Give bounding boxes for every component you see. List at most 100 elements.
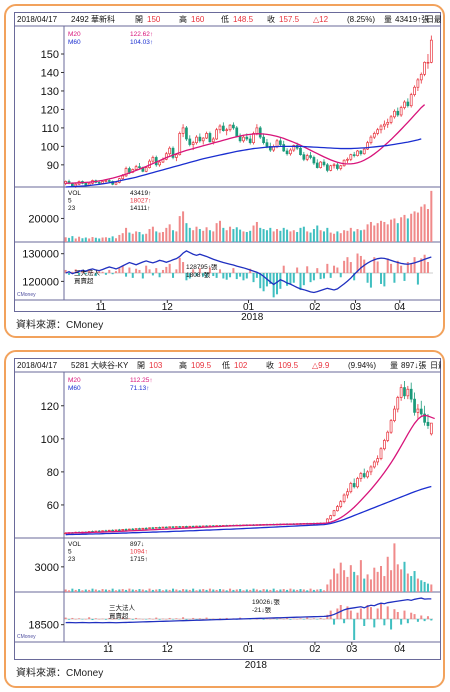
candle-up <box>332 510 336 517</box>
volume-bar <box>349 565 352 592</box>
volume-bar <box>81 590 84 592</box>
volume-bar <box>64 589 67 592</box>
inst-buy-bar <box>322 619 325 620</box>
header-close-label: 收 <box>266 360 274 370</box>
inst-buy-bar <box>202 619 205 620</box>
inst-buy-bar <box>178 257 181 273</box>
header-high: 109.5 <box>191 361 212 370</box>
inst-buy-bar <box>406 262 409 273</box>
inst-buy-bar <box>168 263 171 273</box>
volume-bar <box>185 589 188 592</box>
volume-bar <box>353 571 356 592</box>
volume-bar <box>71 236 74 242</box>
inst-sell-bar <box>158 619 161 620</box>
header-change-pct: (9.94%) <box>348 361 376 370</box>
header-low-label: 低 <box>222 360 230 370</box>
candle-up <box>366 471 369 478</box>
volume-bar <box>289 588 292 592</box>
candle-up <box>423 61 426 75</box>
candle-up <box>332 164 336 167</box>
candle-up <box>349 154 353 160</box>
volume-bar <box>185 223 188 242</box>
inst-sell-bar <box>212 273 215 277</box>
ma-legend-value: 122.62↑ <box>130 31 153 38</box>
header-period: 日最 <box>426 15 441 24</box>
header-low-label: 低 <box>221 14 229 24</box>
x-tick-label: 11 <box>103 644 114 655</box>
inst-buy-bar <box>101 271 104 273</box>
volume-bar <box>212 231 215 242</box>
chart-frame <box>14 12 441 312</box>
volume-bar <box>363 578 366 592</box>
volume-bar <box>68 590 71 592</box>
volume-bar <box>379 220 383 242</box>
candle-up <box>175 526 178 528</box>
volume-bar <box>396 223 399 242</box>
inst-sell-bar <box>252 273 255 283</box>
price-tick-label: 110 <box>41 123 59 135</box>
inst-sell-bar <box>316 619 319 620</box>
candle-down <box>171 526 175 528</box>
inst-sell-bar <box>262 619 265 620</box>
inst-sell-bar <box>276 619 279 620</box>
header-volume-label: 量 <box>384 15 392 24</box>
candle-down <box>262 136 265 144</box>
candle-up <box>134 528 138 530</box>
volume-bar <box>400 569 403 592</box>
candle-up <box>383 123 386 127</box>
ma60-line <box>65 485 432 536</box>
volume-bar <box>269 227 272 242</box>
inst-sell-bar <box>81 619 84 620</box>
candle-up <box>356 150 359 156</box>
candle-up <box>168 147 172 155</box>
inst-buy-bar <box>165 266 168 273</box>
candle-down <box>403 387 406 397</box>
inst-sell-bar <box>276 273 279 295</box>
inst-buy-bar <box>346 606 349 619</box>
inst-buy-bar <box>178 619 181 620</box>
inst-buy-bar <box>74 269 77 273</box>
volume-bar <box>205 227 208 242</box>
candle-up <box>121 529 125 531</box>
inst-sell-bar <box>259 273 262 289</box>
inst-buy-bar <box>198 268 201 273</box>
chart-card-2: 2018/04/17 5281 大峽谷-KY 開 103 高 109.5 低 102 收 109.… <box>4 350 445 688</box>
volume-bar <box>125 589 128 592</box>
inst-legend-value: -21↓張 <box>252 606 272 614</box>
inst-buy-bar <box>188 619 191 620</box>
candle-down <box>285 150 289 155</box>
volume-bar <box>339 233 342 242</box>
inst-tick-label: 18500 <box>28 620 59 632</box>
inst-buy-bar <box>359 608 362 619</box>
inst-sell-bar <box>141 273 144 279</box>
volume-bar <box>145 233 148 242</box>
inst-sell-bar <box>239 273 242 277</box>
candle-down <box>325 164 329 171</box>
volume-bar <box>265 589 268 592</box>
candle-up <box>406 388 410 397</box>
candle-up <box>359 473 363 479</box>
volume-bar <box>148 588 151 592</box>
candle-down <box>235 127 239 137</box>
volume-bar <box>245 589 248 592</box>
inst-sell-bar <box>416 273 419 285</box>
volume-bar <box>296 589 299 592</box>
inst-sell-bar <box>292 273 295 283</box>
price-tick-label: 140 <box>41 67 59 79</box>
inst-legend-value: 1808↑張 <box>186 271 211 279</box>
volume-bar <box>292 589 295 592</box>
volume-tick-label: 3000 <box>35 562 59 574</box>
candle-down <box>191 525 195 528</box>
inst-sell-bar <box>369 273 372 288</box>
inst-buy-bar <box>336 608 339 619</box>
volume-bar <box>108 237 111 242</box>
candle-up <box>211 138 215 143</box>
volume-bar <box>128 588 131 592</box>
volume-bar <box>343 570 346 592</box>
inst-sell-bar <box>430 619 433 621</box>
volume-bar <box>165 589 168 592</box>
candle-up <box>148 527 151 529</box>
inst-buy-bar <box>182 262 185 273</box>
inst-buy-bar <box>114 618 118 619</box>
inst-buy-bar <box>379 603 383 619</box>
